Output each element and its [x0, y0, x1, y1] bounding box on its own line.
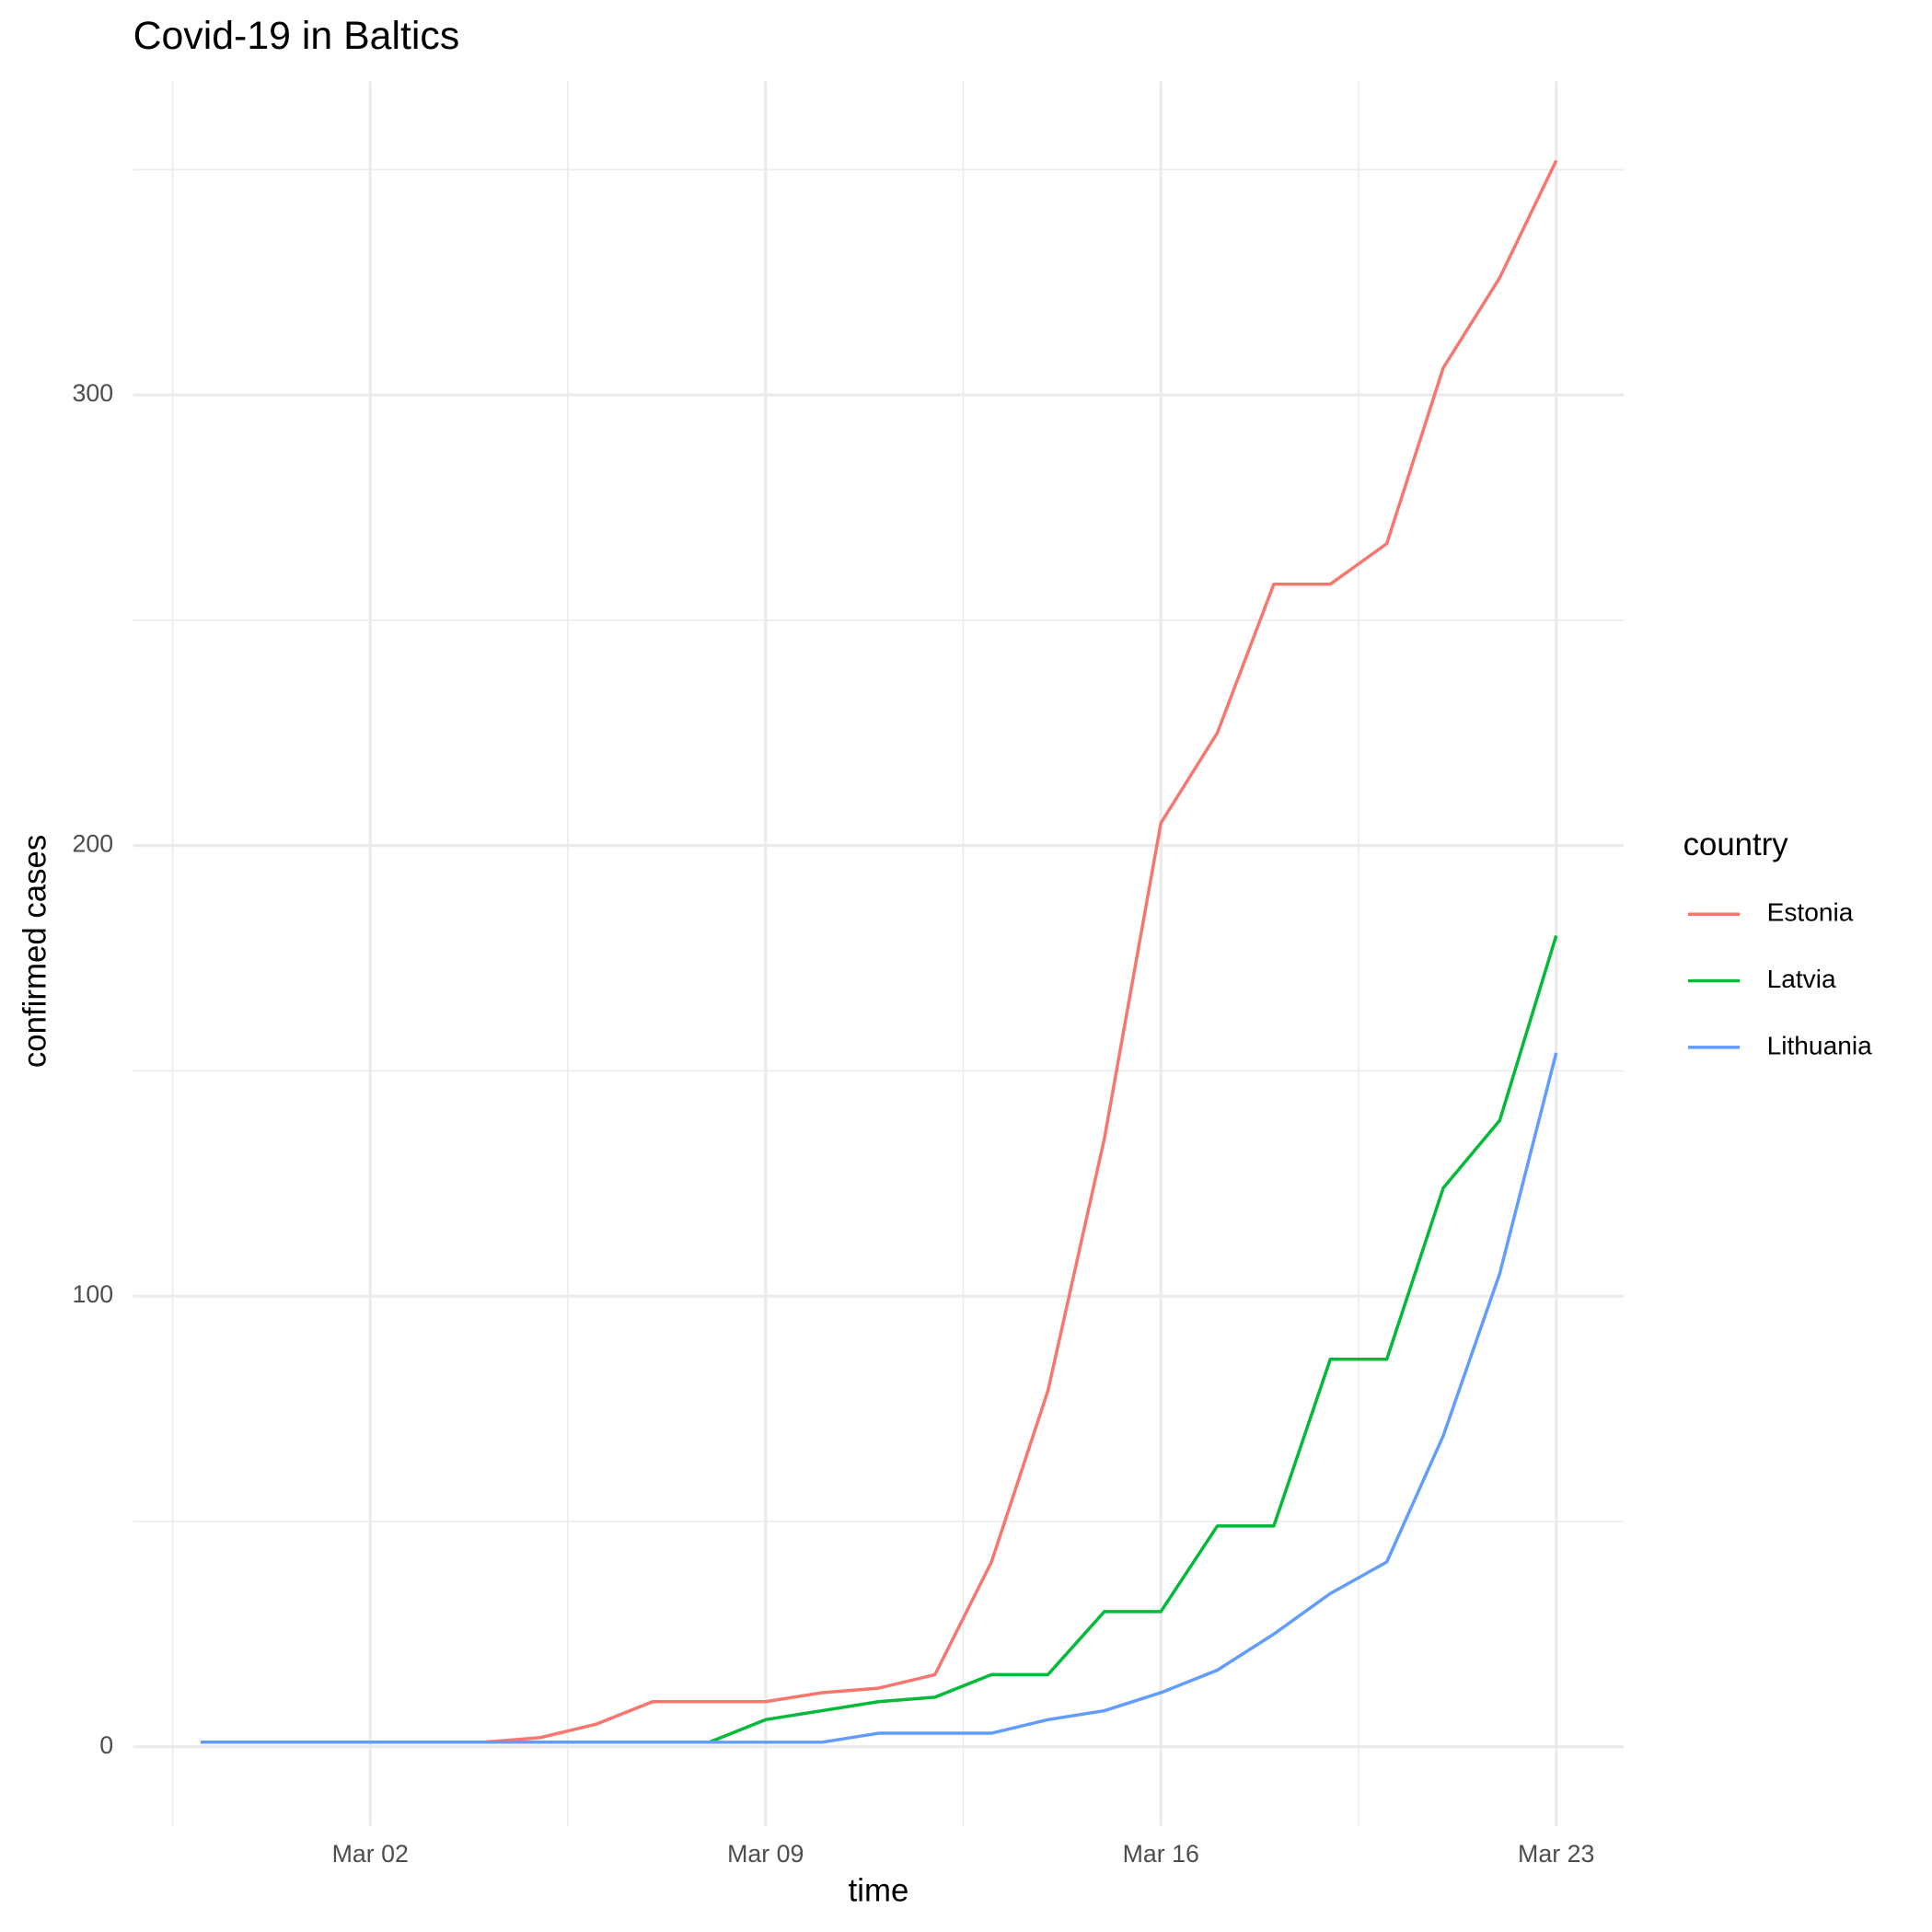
x-tick-label: Mar 23: [1518, 1840, 1594, 1868]
x-tick-label: Mar 16: [1123, 1840, 1199, 1868]
line: [201, 1052, 1558, 1744]
legend-label: Estonia: [1767, 898, 1854, 927]
x-tick-label: Mar 02: [332, 1840, 409, 1868]
y-tick-label: 300: [72, 379, 113, 407]
y-tick-label: 200: [72, 830, 113, 858]
legend-label: Latvia: [1767, 965, 1836, 993]
legend-label: Lithuania: [1767, 1031, 1872, 1059]
legend-title: country: [1683, 827, 1789, 862]
x-axis-title: time: [849, 1872, 909, 1908]
x-tick-label: Mar 09: [727, 1840, 804, 1868]
chart-title: Covid-19 in Baltics: [133, 14, 460, 58]
y-axis-title: confirmed cases: [17, 835, 52, 1068]
y-tick-label: 100: [72, 1280, 113, 1308]
y-tick-label: 0: [99, 1731, 113, 1759]
